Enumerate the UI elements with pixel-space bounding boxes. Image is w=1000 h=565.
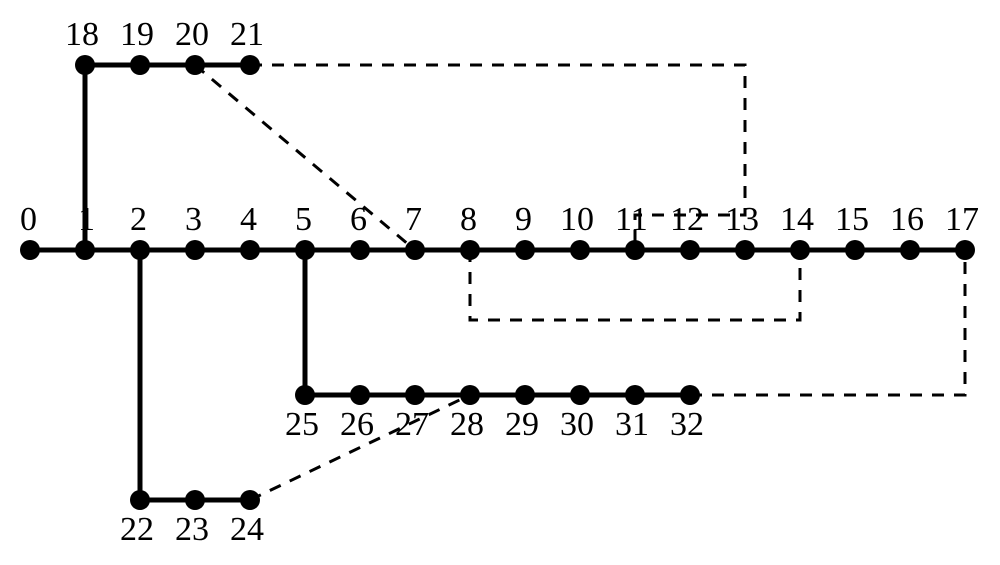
- node-label-1: 1: [78, 201, 95, 238]
- node-10: [570, 240, 590, 260]
- nodes: [20, 55, 975, 510]
- node-17: [955, 240, 975, 260]
- node-1: [75, 240, 95, 260]
- node-label-24: 24: [230, 511, 264, 548]
- node-label-32: 32: [670, 406, 704, 443]
- node-label-3: 3: [185, 201, 202, 238]
- node-label-14: 14: [780, 201, 814, 238]
- node-24: [240, 490, 260, 510]
- node-0: [20, 240, 40, 260]
- node-29: [515, 385, 535, 405]
- node-label-15: 15: [835, 201, 869, 238]
- node-label-23: 23: [175, 511, 209, 548]
- node-label-19: 19: [120, 16, 154, 53]
- node-label-31: 31: [615, 406, 649, 443]
- node-27: [405, 385, 425, 405]
- node-14: [790, 240, 810, 260]
- node-21: [240, 55, 260, 75]
- node-31: [625, 385, 645, 405]
- node-label-4: 4: [240, 201, 257, 238]
- node-label-5: 5: [295, 201, 312, 238]
- node-5: [295, 240, 315, 260]
- node-label-22: 22: [120, 511, 154, 548]
- node-label-0: 0: [20, 201, 37, 238]
- node-9: [515, 240, 535, 260]
- node-label-7: 7: [405, 201, 422, 238]
- node-32: [680, 385, 700, 405]
- node-11: [625, 240, 645, 260]
- node-28: [460, 385, 480, 405]
- node-8: [460, 240, 480, 260]
- node-13: [735, 240, 755, 260]
- node-label-8: 8: [460, 201, 477, 238]
- node-16: [900, 240, 920, 260]
- node-labels: 0123456789101112131415161718192021222324…: [20, 16, 979, 548]
- node-20: [185, 55, 205, 75]
- node-label-25: 25: [285, 406, 319, 443]
- node-23: [185, 490, 205, 510]
- node-label-10: 10: [560, 201, 594, 238]
- tie-line: [690, 250, 965, 395]
- node-label-17: 17: [945, 201, 979, 238]
- node-7: [405, 240, 425, 260]
- node-label-29: 29: [505, 406, 539, 443]
- network-diagram: 0123456789101112131415161718192021222324…: [0, 0, 1000, 565]
- node-22: [130, 490, 150, 510]
- node-18: [75, 55, 95, 75]
- node-label-2: 2: [130, 201, 147, 238]
- node-25: [295, 385, 315, 405]
- node-3: [185, 240, 205, 260]
- node-6: [350, 240, 370, 260]
- node-label-6: 6: [350, 201, 367, 238]
- node-label-11: 11: [615, 201, 648, 238]
- node-label-21: 21: [230, 16, 264, 53]
- node-label-13: 13: [725, 201, 759, 238]
- node-15: [845, 240, 865, 260]
- node-label-20: 20: [175, 16, 209, 53]
- node-label-26: 26: [340, 406, 374, 443]
- node-26: [350, 385, 370, 405]
- node-4: [240, 240, 260, 260]
- solid-edges: [30, 65, 965, 500]
- node-label-18: 18: [65, 16, 99, 53]
- node-label-28: 28: [450, 406, 484, 443]
- node-label-30: 30: [560, 406, 594, 443]
- node-30: [570, 385, 590, 405]
- node-label-16: 16: [890, 201, 924, 238]
- node-2: [130, 240, 150, 260]
- node-label-27: 27: [395, 406, 429, 443]
- node-19: [130, 55, 150, 75]
- node-label-12: 12: [670, 201, 704, 238]
- node-12: [680, 240, 700, 260]
- tie-line: [470, 250, 800, 320]
- node-label-9: 9: [515, 201, 532, 238]
